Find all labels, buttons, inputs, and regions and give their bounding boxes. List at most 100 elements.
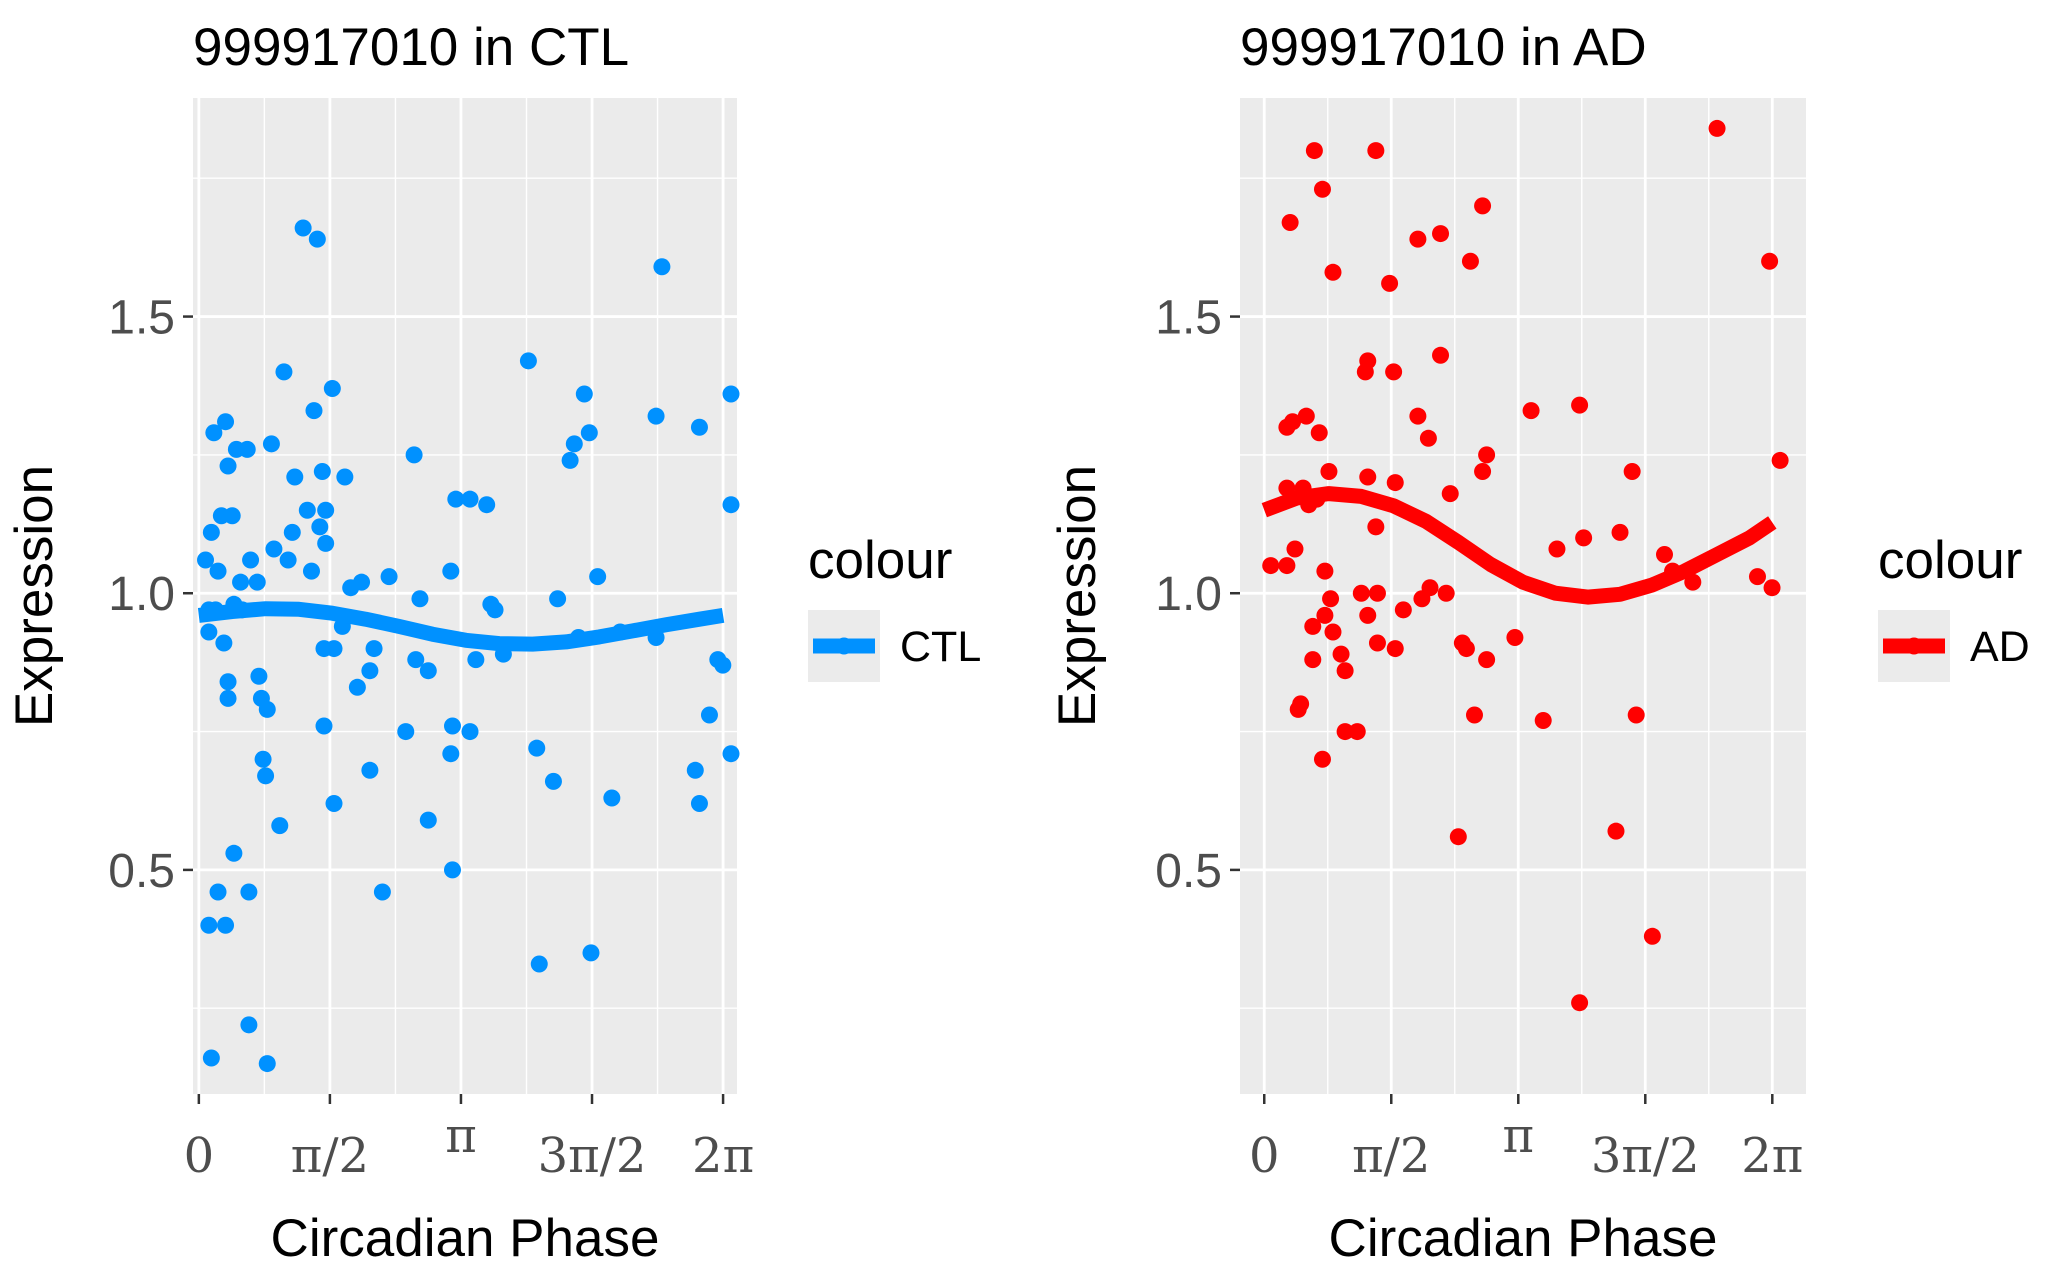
data-point: [1262, 557, 1280, 575]
data-point: [202, 1049, 220, 1067]
data-point: [1409, 230, 1427, 248]
data-point: [1708, 119, 1726, 137]
data-point: [219, 673, 237, 691]
data-point: [215, 634, 233, 652]
data-point: [1763, 579, 1781, 597]
data-point: [1367, 518, 1385, 536]
data-point: [271, 817, 289, 835]
x-tick-label: 3π/2: [538, 1128, 647, 1184]
data-point: [262, 435, 280, 453]
data-point: [258, 700, 276, 718]
data-point: [582, 944, 600, 962]
data-point: [1292, 695, 1310, 713]
data-point: [1320, 463, 1338, 480]
data-point: [1381, 274, 1399, 292]
data-point: [275, 363, 293, 381]
data-point: [1359, 606, 1377, 624]
data-point: [205, 424, 223, 442]
data-point: [1278, 557, 1296, 575]
y-tick-label: 0.5: [1155, 845, 1222, 898]
data-point: [1571, 396, 1589, 414]
data-point: [1313, 750, 1331, 768]
data-point: [407, 651, 425, 669]
ctl-chart: 0.5 1.0 1.5 0 π/2 π 3π/2 2π 999917010 in CTL Circ…: [5, 18, 981, 1268]
data-point: [419, 662, 437, 680]
data-point: [1449, 828, 1467, 846]
y-tick-label: 1.0: [1155, 568, 1222, 621]
data-point: [1506, 629, 1524, 646]
legend-title: colour: [808, 531, 952, 590]
x-tick-label: π: [445, 1108, 477, 1164]
data-point: [313, 463, 331, 480]
data-point: [317, 534, 335, 552]
data-point: [447, 490, 465, 508]
fit-line: [197, 601, 725, 652]
data-point: [1304, 617, 1322, 635]
data-point: [1548, 540, 1566, 558]
data-point: [1478, 651, 1496, 669]
data-point: [411, 590, 429, 608]
data-point: [1461, 252, 1479, 270]
ad-chart: 0.5 1.0 1.5 0 π/2 π 3π/2 2π 999917010 in AD Circa…: [1048, 18, 2030, 1268]
data-point: [325, 795, 343, 812]
fit-line: [1261, 486, 1777, 605]
data-point: [248, 573, 266, 591]
y-tick-label: 0.5: [108, 845, 175, 898]
data-point: [308, 230, 326, 248]
data-point: [1322, 590, 1340, 608]
data-point: [380, 568, 398, 586]
data-point: [1478, 446, 1496, 464]
data-point: [279, 551, 297, 569]
data-point: [1474, 197, 1492, 215]
data-point: [197, 551, 215, 569]
data-point: [1771, 451, 1789, 469]
data-point: [544, 772, 562, 790]
data-point: [348, 678, 366, 696]
data-point: [1359, 468, 1377, 486]
data-point: [1432, 346, 1450, 364]
data-point: [1748, 568, 1766, 586]
data-point: [209, 883, 227, 901]
data-point: [1316, 606, 1334, 624]
data-point: [311, 518, 329, 536]
data-point: [361, 761, 379, 779]
data-point: [325, 640, 343, 658]
chart-title: 999917010 in CTL: [193, 18, 629, 77]
data-point: [565, 435, 583, 453]
data-point: [653, 258, 671, 276]
data-point: [238, 440, 256, 458]
data-point: [1304, 651, 1322, 669]
data-point: [294, 219, 312, 237]
y-tick-label: 1.5: [108, 292, 175, 345]
data-point: [265, 540, 283, 558]
data-point: [1305, 142, 1323, 160]
x-tick-label: π/2: [291, 1128, 369, 1184]
data-point: [1336, 662, 1354, 680]
data-point: [1409, 407, 1427, 425]
x-tick-label: 0: [1249, 1128, 1280, 1184]
data-point: [461, 723, 479, 741]
legend-label: AD: [1970, 623, 2030, 671]
data-point: [219, 457, 237, 475]
data-point: [589, 568, 607, 586]
data-point: [405, 446, 423, 464]
data-point: [1336, 723, 1354, 741]
data-point: [283, 523, 301, 541]
data-point: [1367, 142, 1385, 160]
data-point: [528, 739, 546, 757]
data-point: [722, 385, 740, 403]
data-point: [1432, 225, 1450, 243]
data-point: [219, 689, 237, 707]
legend-label: CTL: [900, 623, 981, 671]
data-point: [202, 523, 220, 541]
data-point: [1394, 601, 1412, 619]
data-point: [302, 562, 320, 580]
data-point: [373, 883, 391, 901]
data-point: [315, 717, 333, 735]
y-axis-title: Expression: [1048, 465, 1107, 727]
data-point: [1386, 474, 1404, 492]
data-point: [443, 861, 461, 879]
data-point: [240, 1016, 258, 1034]
data-point: [700, 706, 718, 724]
